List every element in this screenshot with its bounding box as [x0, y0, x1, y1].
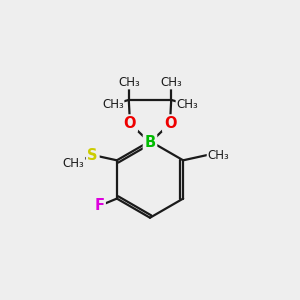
- Text: B: B: [144, 135, 156, 150]
- Text: F: F: [94, 198, 104, 213]
- Text: S: S: [88, 148, 98, 163]
- Text: CH₃: CH₃: [118, 76, 140, 89]
- Text: O: O: [164, 116, 176, 131]
- Text: CH₃: CH₃: [160, 76, 182, 89]
- Text: CH₃: CH₃: [63, 157, 84, 170]
- Text: CH₃: CH₃: [207, 148, 229, 161]
- Text: CH₃: CH₃: [102, 98, 124, 111]
- Text: CH₃: CH₃: [176, 98, 198, 111]
- Text: O: O: [124, 116, 136, 131]
